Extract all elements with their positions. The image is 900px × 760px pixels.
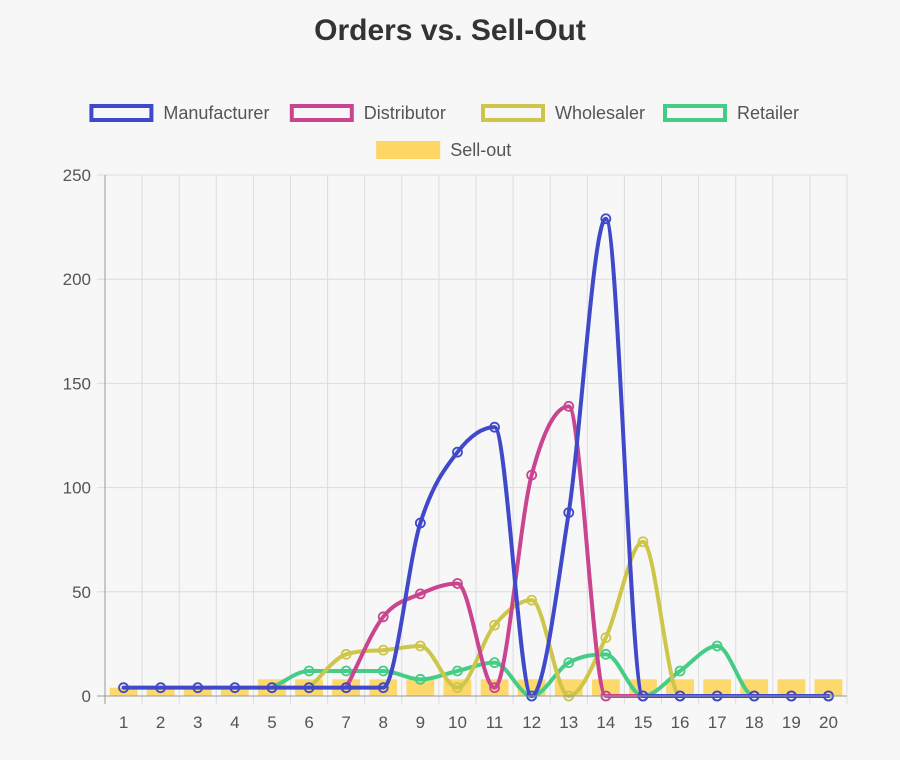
point-wholesaler [637,536,649,548]
point-manufacturer [489,421,500,433]
point-manufacturer [118,682,129,694]
x-tick-label: 15 [633,713,652,732]
point-manufacturer [192,682,204,694]
y-tick-label: 0 [82,687,91,706]
legend-label-retailer: Retailer [737,103,799,123]
point-wholesaler [340,648,352,660]
x-tick-label: 19 [782,713,801,732]
legend-item-sell-out[interactable]: Sell-out [376,140,511,160]
y-tick-label: 50 [72,583,91,602]
legend-label-sell-out: Sell-out [450,140,511,160]
legend-item-retailer[interactable]: Retailer [663,103,799,123]
x-tick-label: 1 [119,713,128,732]
point-retailer [377,665,389,677]
point-retailer [340,665,352,677]
x-tick-label: 4 [230,713,239,732]
point-wholesaler [452,682,463,694]
point-retailer [489,657,500,669]
sell-out-bar [406,679,435,696]
point-wholesaler [526,594,538,606]
point-manufacturer [377,682,389,694]
y-tick-label: 100 [63,479,91,498]
legend-swatch-manufacturer [89,104,154,122]
chart-title: Orders vs. Sell-Out [314,14,586,47]
point-manufacturer [563,507,575,519]
legend-item-manufacturer[interactable]: Manufacturer [89,103,269,123]
point-distributor [563,400,575,412]
x-tick-label: 5 [267,713,276,732]
point-manufacturer [414,517,426,529]
legend-item-distributor[interactable]: Distributor [289,103,446,123]
point-retailer [414,673,426,685]
x-tick-label: 7 [341,713,350,732]
legend-label-manufacturer: Manufacturer [163,103,269,123]
x-tick-label: 14 [596,713,615,732]
point-distributor [526,469,538,481]
x-tick-label: 12 [522,713,541,732]
x-tick-label: 2 [156,713,165,732]
x-tick-label: 11 [486,713,504,732]
x-tick-label: 6 [304,713,313,732]
point-manufacturer [155,682,167,694]
legend-swatch-retailer [663,104,727,122]
point-manufacturer [600,213,612,225]
point-retailer [600,648,612,660]
point-distributor [377,611,389,623]
point-retailer [452,665,463,677]
point-retailer [563,657,575,669]
legend-swatch-distributor [289,104,354,122]
point-wholesaler [600,632,612,644]
x-tick-label: 16 [671,713,690,732]
sell-out-bar [591,679,620,696]
legend-label-distributor: Distributor [364,103,446,123]
x-tick-label: 9 [416,713,425,732]
point-manufacturer [340,682,352,694]
x-tick-label: 8 [379,713,388,732]
point-wholesaler [489,619,500,631]
sell-out-bar [777,679,806,696]
legend-label-wholesaler: Wholesaler [555,103,645,123]
point-retailer [674,665,686,677]
y-tick-label: 150 [63,374,91,393]
point-retailer [303,665,315,677]
point-manufacturer [452,446,463,458]
sell-out-bar [666,679,694,696]
point-manufacturer [266,682,278,694]
point-distributor [489,682,500,694]
x-tick-label: 17 [708,713,727,732]
point-distributor [414,588,426,600]
sell-out-bar [814,679,843,696]
point-wholesaler [414,640,426,652]
point-retailer [711,640,723,652]
x-tick-label: 18 [745,713,764,732]
legend-swatch-wholesaler [481,104,545,122]
series-line-retailer [269,643,831,698]
legend-swatch-sell-out [376,141,441,159]
legend[interactable]: Manufacturer Distributor Wholesaler Retaile… [89,103,799,160]
legend-item-wholesaler[interactable]: Wholesaler [481,103,645,123]
point-manufacturer [229,682,241,694]
point-wholesaler [377,644,389,656]
x-tick-label: 10 [448,713,467,732]
x-tick-label: 20 [819,713,838,732]
sell-out-bar [703,679,732,696]
point-manufacturer [303,682,315,694]
x-tick-label: 3 [193,713,202,732]
point-distributor [452,578,463,589]
x-tick-label: 13 [559,713,578,732]
y-tick-label: 250 [63,166,91,185]
y-tick-label: 200 [63,270,91,289]
